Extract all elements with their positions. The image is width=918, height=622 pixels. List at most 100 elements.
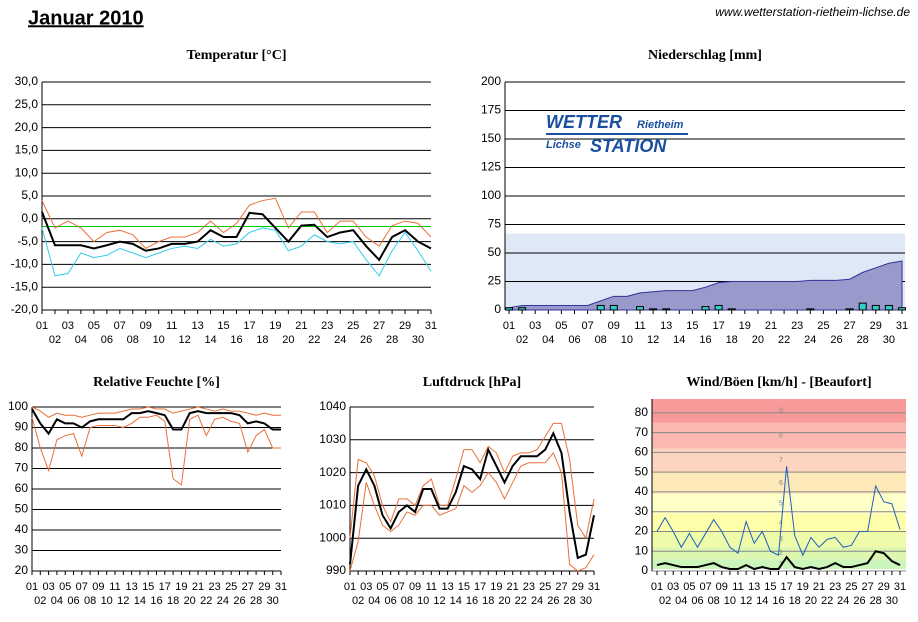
bar bbox=[806, 308, 815, 311]
x-tick-label: 05 bbox=[683, 581, 695, 593]
x-tick-label: 14 bbox=[673, 334, 685, 346]
y-tick-label: 990 bbox=[326, 563, 346, 577]
beaufort-band bbox=[652, 472, 906, 494]
beaufort-band bbox=[652, 559, 906, 570]
bar bbox=[845, 308, 854, 311]
x-tick-label: 26 bbox=[853, 595, 865, 607]
x-tick-label: 01 bbox=[36, 320, 48, 332]
y-tick-label: 100 bbox=[481, 188, 501, 202]
y-tick-label: 70 bbox=[635, 425, 649, 439]
y-tick-label: 150 bbox=[481, 131, 501, 145]
x-tick-label: 18 bbox=[789, 595, 801, 607]
x-tick-label: 31 bbox=[425, 320, 437, 332]
x-tick-label: 16 bbox=[150, 595, 162, 607]
logo-place: Lichse bbox=[546, 139, 581, 151]
bar bbox=[662, 308, 671, 311]
x-tick-label: 28 bbox=[386, 334, 398, 346]
y-tick-label: 0,0 bbox=[21, 211, 38, 225]
x-tick-label: 21 bbox=[295, 320, 307, 332]
x-tick-label: 08 bbox=[595, 334, 607, 346]
y-tick-label: 100 bbox=[8, 399, 28, 413]
x-tick-label: 22 bbox=[515, 595, 527, 607]
x-tick-label: 17 bbox=[712, 320, 724, 332]
x-tick-label: 28 bbox=[563, 595, 575, 607]
series-line bbox=[349, 451, 595, 572]
x-tick-label: 08 bbox=[84, 595, 96, 607]
x-tick-label: 14 bbox=[450, 595, 462, 607]
beaufort-band bbox=[652, 531, 906, 548]
x-tick-label: 17 bbox=[780, 581, 792, 593]
x-tick-label: 09 bbox=[140, 320, 152, 332]
x-tick-label: 03 bbox=[42, 581, 54, 593]
x-tick-label: 15 bbox=[217, 320, 229, 332]
x-tick-label: 07 bbox=[581, 320, 593, 332]
bar bbox=[727, 308, 736, 311]
x-tick-label: 21 bbox=[813, 581, 825, 593]
x-tick-label: 27 bbox=[242, 581, 254, 593]
x-tick-label: 09 bbox=[608, 320, 620, 332]
x-tick-label: 23 bbox=[523, 581, 535, 593]
beaufort-label: 6 bbox=[779, 480, 783, 487]
x-tick-label: 04 bbox=[75, 334, 87, 346]
y-tick-label: 40 bbox=[15, 522, 29, 536]
x-tick-label: 21 bbox=[765, 320, 777, 332]
beaufort-label: 3 bbox=[779, 536, 783, 543]
x-tick-label: 23 bbox=[321, 320, 333, 332]
y-tick-label: 50 bbox=[15, 502, 29, 516]
x-tick-label: 21 bbox=[192, 581, 204, 593]
x-tick-label: 24 bbox=[334, 334, 346, 346]
x-tick-label: 22 bbox=[778, 334, 790, 346]
x-tick-label: 07 bbox=[114, 320, 126, 332]
logo-word: STATION bbox=[590, 136, 667, 156]
x-tick-label: 22 bbox=[308, 334, 320, 346]
x-tick-label: 03 bbox=[529, 320, 541, 332]
y-tick-label: 1040 bbox=[319, 399, 346, 413]
x-tick-label: 15 bbox=[764, 581, 776, 593]
x-tick-label: 07 bbox=[393, 581, 405, 593]
bar bbox=[701, 306, 710, 311]
x-tick-label: 14 bbox=[204, 334, 216, 346]
x-tick-label: 10 bbox=[724, 595, 736, 607]
x-tick-label: 16 bbox=[466, 595, 478, 607]
bar bbox=[518, 307, 527, 311]
x-tick-label: 03 bbox=[667, 581, 679, 593]
chart-title: Luftdruck [hPa] bbox=[423, 375, 521, 390]
bar bbox=[858, 302, 867, 311]
x-tick-label: 20 bbox=[184, 595, 196, 607]
x-tick-label: 02 bbox=[659, 595, 671, 607]
bar bbox=[714, 304, 723, 311]
y-tick-label: 90 bbox=[15, 420, 29, 434]
y-tick-label: 20 bbox=[635, 524, 649, 538]
y-tick-label: -20,0 bbox=[11, 302, 39, 316]
x-tick-label: 01 bbox=[651, 581, 663, 593]
x-tick-label: 06 bbox=[691, 595, 703, 607]
x-tick-label: 24 bbox=[837, 595, 849, 607]
x-tick-label: 09 bbox=[409, 581, 421, 593]
x-tick-label: 13 bbox=[660, 320, 672, 332]
bar bbox=[596, 304, 605, 311]
x-tick-label: 17 bbox=[243, 320, 255, 332]
x-tick-label: 25 bbox=[817, 320, 829, 332]
x-tick-label: 28 bbox=[870, 595, 882, 607]
x-tick-label: 30 bbox=[886, 595, 898, 607]
x-tick-label: 16 bbox=[230, 334, 242, 346]
x-tick-label: 20 bbox=[805, 595, 817, 607]
x-tick-label: 20 bbox=[282, 334, 294, 346]
x-tick-label: 26 bbox=[233, 595, 245, 607]
series-line bbox=[31, 406, 281, 418]
x-tick-label: 30 bbox=[883, 334, 895, 346]
y-tick-label: 30,0 bbox=[15, 74, 39, 88]
y-tick-label: 25 bbox=[488, 274, 502, 288]
chart-title: Temperatur [°C] bbox=[186, 48, 286, 63]
beaufort-label: 9 bbox=[779, 408, 783, 415]
y-tick-label: 10,0 bbox=[15, 165, 39, 179]
beaufort-label: 2 bbox=[779, 550, 783, 557]
x-tick-label: 20 bbox=[498, 595, 510, 607]
x-tick-label: 23 bbox=[791, 320, 803, 332]
x-tick-label: 10 bbox=[101, 595, 113, 607]
x-tick-label: 19 bbox=[490, 581, 502, 593]
y-tick-label: 5,0 bbox=[21, 188, 38, 202]
x-tick-label: 29 bbox=[572, 581, 584, 593]
x-tick-label: 19 bbox=[739, 320, 751, 332]
